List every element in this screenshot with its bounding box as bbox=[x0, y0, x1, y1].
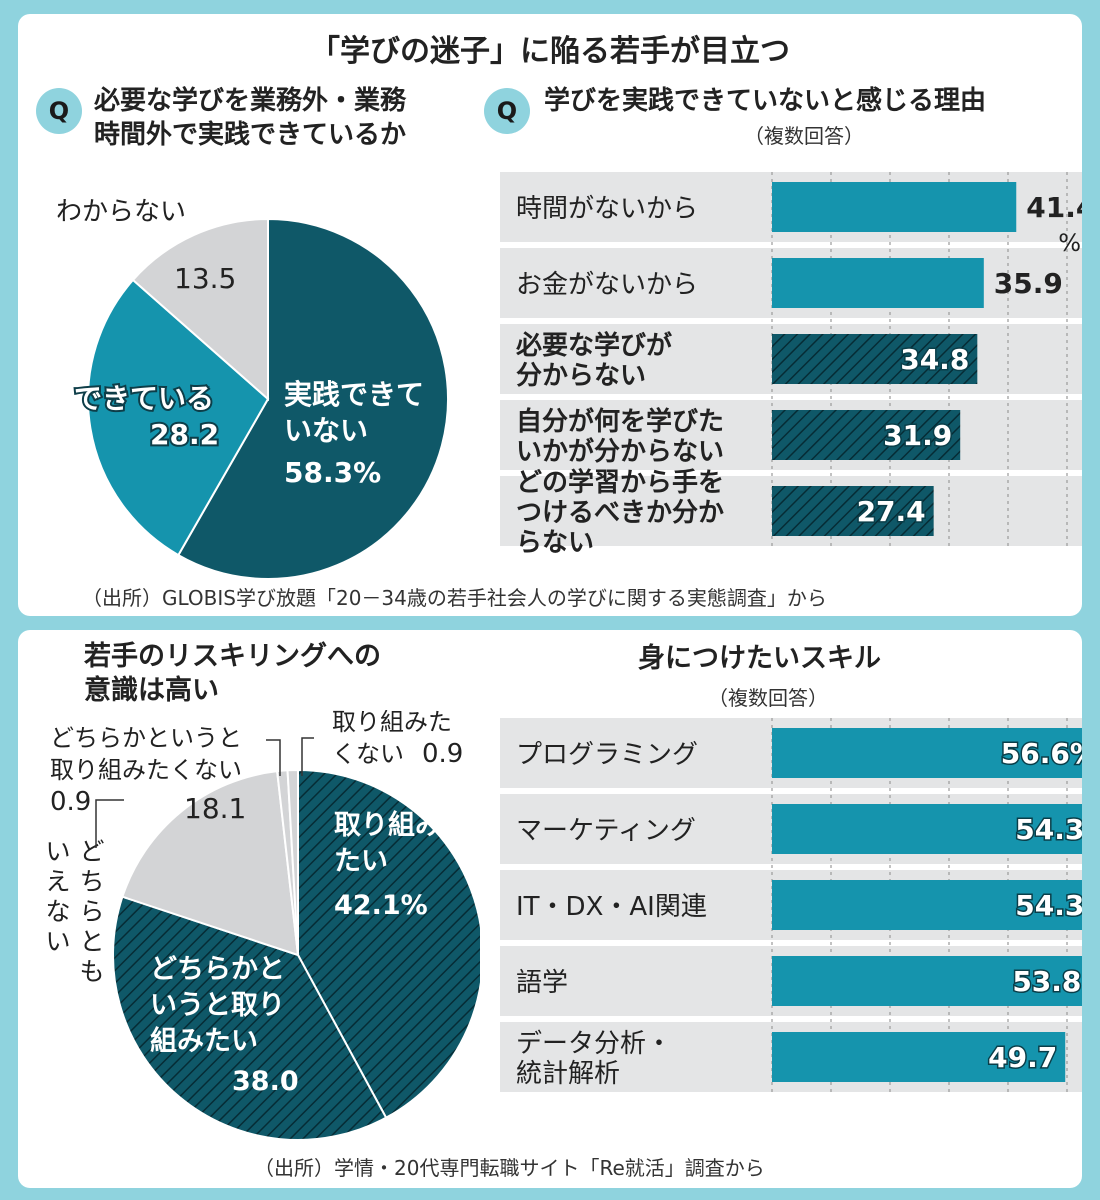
q2-note: （複数回答） bbox=[744, 124, 864, 148]
q-badge-2: Q bbox=[484, 88, 530, 134]
main-title: 「学びの迷子」に陥る若手が目立つ bbox=[310, 34, 790, 69]
bottom-panel: 若手のリスキリングへの 意識は高い 身につけたいスキル （複数回答） 取り組みた… bbox=[18, 630, 1082, 1188]
reason-category-1: お金がないから bbox=[516, 270, 698, 300]
svg-text:な: な bbox=[45, 897, 70, 926]
unknown-value: 13.5 bbox=[174, 262, 236, 295]
skill-category-1: マーケティング bbox=[516, 816, 696, 846]
bar-chart-reasons: 時間がないから 41.4% お金がないから 35.9 必要な学びが分からない 34.8 自分… bbox=[500, 172, 1082, 558]
practicing-label: できている bbox=[74, 382, 214, 415]
reason-category-4: どの学習から手をつけるべきか分からない bbox=[516, 467, 724, 558]
not-want-label: 取り組みたくない bbox=[332, 710, 452, 768]
q-badge-1: Q bbox=[36, 88, 82, 134]
reason-category-0: 時間がないから bbox=[516, 194, 698, 224]
practicing-value: 28.2 bbox=[150, 418, 219, 451]
not-practicing-value: 58.3% bbox=[284, 456, 381, 489]
reskilling-title: 若手のリスキリングへの 意識は高い bbox=[84, 640, 381, 708]
skill-bar-3 bbox=[772, 956, 1082, 1006]
unknown-label: わからない bbox=[56, 197, 186, 227]
svg-text:い: い bbox=[45, 927, 70, 956]
practicing-slice bbox=[87, 278, 270, 557]
want-value: 42.1% bbox=[334, 890, 428, 921]
want-slice bbox=[297, 768, 480, 1120]
svg-text:え: え bbox=[45, 867, 70, 896]
somewhat-not-want-value: 0.9 bbox=[50, 787, 91, 817]
svg-text:ち: ち bbox=[79, 867, 104, 896]
not-practicing-label: 実践できていない bbox=[284, 378, 424, 447]
somewhat-want-value: 38.0 bbox=[232, 1066, 299, 1097]
svg-text:ど: ど bbox=[79, 837, 104, 866]
q1-question: 必要な学びを業務外・業務 時間外で実践できているか bbox=[94, 84, 406, 152]
not-practicing-slice bbox=[176, 217, 449, 580]
not-want-slice bbox=[286, 768, 299, 956]
reason-bar-4 bbox=[772, 486, 934, 536]
skill-value-2: 54.3 bbox=[1015, 889, 1082, 922]
reason-value-2: 34.8 bbox=[900, 343, 969, 376]
reason-value-1: 35.9 bbox=[994, 267, 1063, 300]
top-panel: 「学びの迷子」に陥る若手が目立つ Q 必要な学びを業務外・業務 時間外で実践でき… bbox=[18, 14, 1082, 616]
skill-value-1: 54.3 bbox=[1015, 813, 1082, 846]
reskilling-title-line1: 若手のリスキリングへの bbox=[84, 641, 381, 672]
want-label: 取り組みたい bbox=[334, 809, 442, 877]
svg-text:と: と bbox=[79, 927, 104, 956]
reason-value-4: 27.4 bbox=[857, 495, 926, 528]
reason-category-3: 自分が何を学びたいかが分からない bbox=[516, 406, 724, 467]
svg-text:ら: ら bbox=[79, 897, 104, 926]
reason-category-2: 必要な学びが分からない bbox=[516, 330, 672, 391]
skill-category-3: 語学 bbox=[516, 968, 568, 998]
q1-line1: 必要な学びを業務外・業務 bbox=[94, 86, 407, 116]
unknown-slice bbox=[131, 217, 269, 402]
neither-leader bbox=[95, 799, 124, 848]
somewhat-not-want-leader bbox=[266, 739, 281, 776]
reason-bar-3 bbox=[772, 410, 961, 460]
neither-slice bbox=[121, 770, 300, 957]
reskilling-title-line2: 意識は高い bbox=[84, 675, 219, 706]
bottom-source: （出所）学情・20代専門転職サイト「Re就活」調査から bbox=[254, 1156, 765, 1180]
skills-note: （複数回答） bbox=[708, 686, 828, 710]
reason-bar-0 bbox=[772, 182, 1017, 232]
skill-category-4: データ分析・統計解析 bbox=[516, 1029, 672, 1089]
skill-bar-1 bbox=[772, 804, 1082, 854]
reason-bar-2 bbox=[772, 334, 978, 384]
neither-value: 18.1 bbox=[184, 792, 246, 825]
reason-value-0: 41.4 bbox=[1026, 191, 1082, 224]
not-want-value: 0.9 bbox=[422, 739, 463, 769]
bar-chart-skills: プログラミング 56.6% マーケティング 54.3 IT・DX・AI関連 54.3 語学 5… bbox=[500, 718, 1082, 1092]
skills-title: 身につけたいスキル bbox=[638, 643, 881, 674]
skill-value-0: 56.6% bbox=[1001, 737, 1082, 770]
top-source: （出所）GLOBIS学び放題「20－34歳の若手社会人の学びに関する実態調査」か… bbox=[82, 586, 827, 610]
somewhat-want-label: どちらかというと取り組みたい bbox=[150, 954, 285, 1057]
svg-text:い: い bbox=[45, 837, 70, 866]
q2-title: 学びを実践できていないと感じる理由 bbox=[544, 86, 987, 116]
skill-category-0: プログラミング bbox=[516, 740, 698, 770]
q1-line2: 時間外で実践できているか bbox=[94, 120, 407, 150]
skill-value-3: 53.8 bbox=[1012, 965, 1081, 998]
reason-bar-1 bbox=[772, 258, 984, 308]
skill-value-4: 49.7 bbox=[988, 1041, 1057, 1074]
skill-category-2: IT・DX・AI関連 bbox=[516, 892, 707, 922]
skill-bar-4 bbox=[772, 1032, 1066, 1082]
not-want-leader bbox=[301, 737, 314, 776]
reason-value-3: 31.9 bbox=[883, 419, 952, 452]
reason-unit-0: % bbox=[1058, 229, 1081, 257]
somewhat-not-want-label: どちらかというと取り組みたくない bbox=[50, 724, 242, 784]
pie-chart-reskilling: 取り組みたい42.1%どちらかというと取り組みたい38.018.1どちらともいえ… bbox=[45, 710, 480, 1141]
svg-text:も: も bbox=[79, 957, 104, 986]
skill-bar-0 bbox=[772, 728, 1082, 778]
skill-bar-2 bbox=[772, 880, 1082, 930]
somewhat-want-slice bbox=[112, 895, 388, 1141]
